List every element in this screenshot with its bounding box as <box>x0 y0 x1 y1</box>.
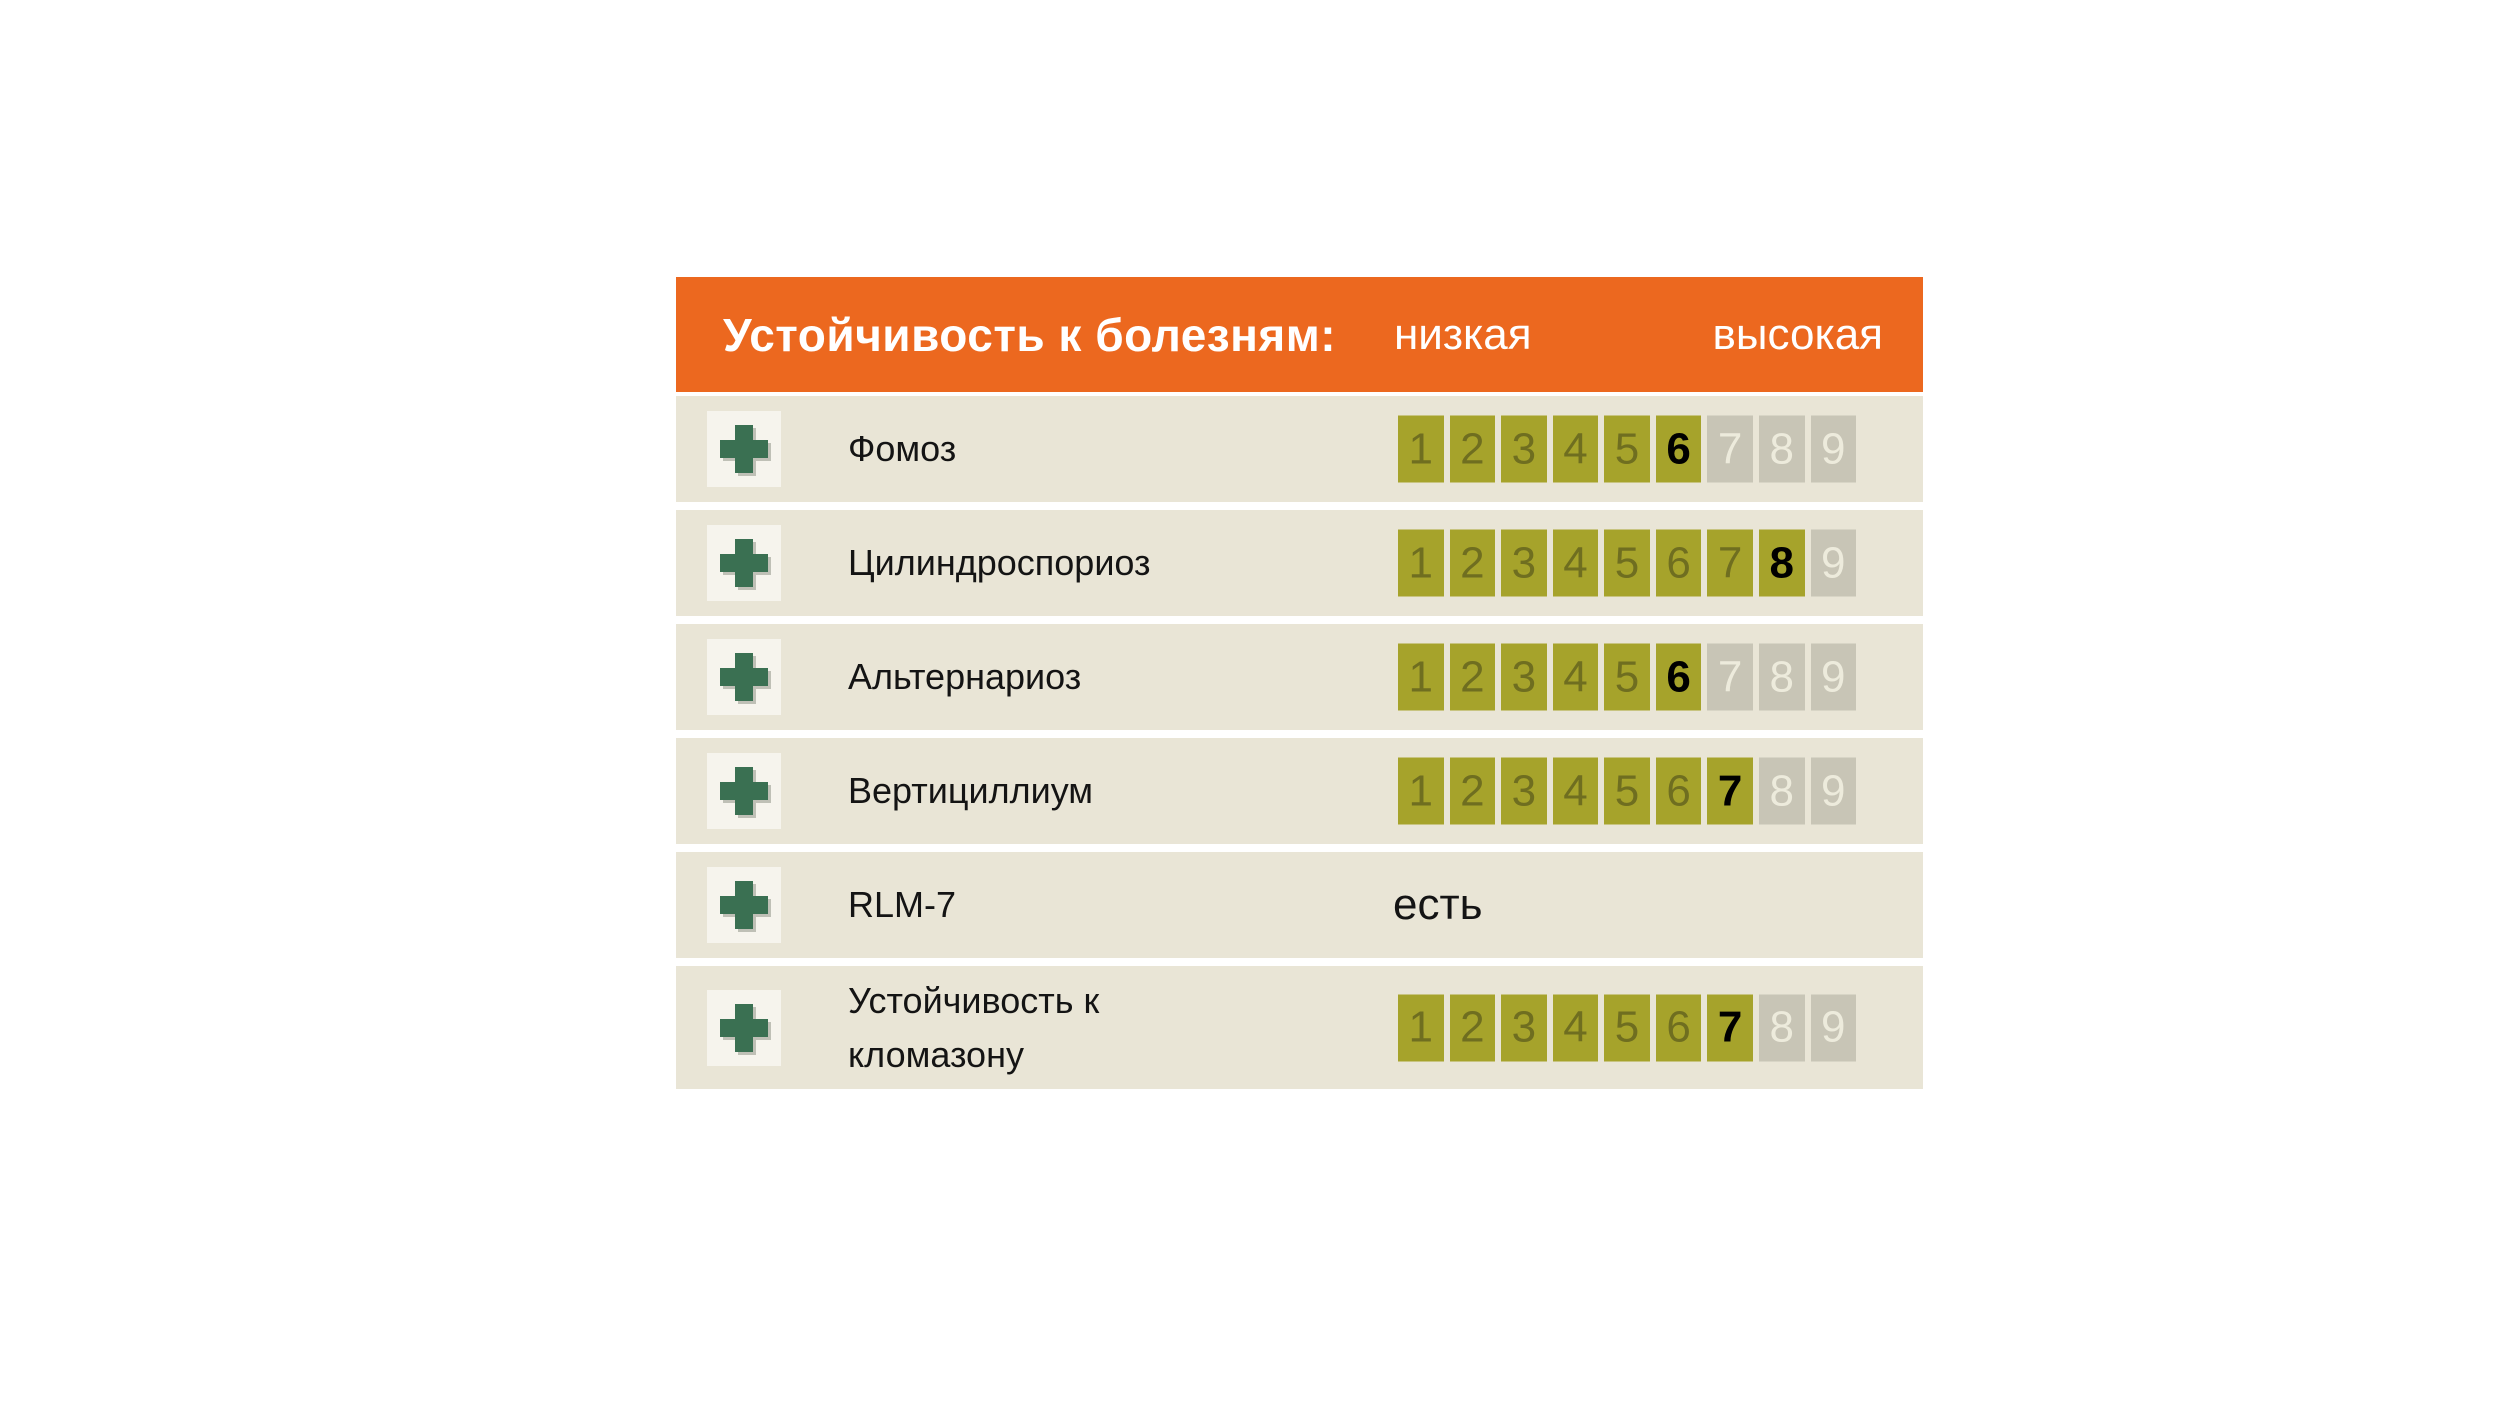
table-row: Вертициллиум 1 2 3 4 5 6 7 8 9 <box>676 738 1923 844</box>
rating-cell: 1 <box>1398 994 1444 1061</box>
rating-cell: 3 <box>1501 529 1547 597</box>
row-label: RLM-7 <box>848 884 957 925</box>
expand-button[interactable] <box>707 525 781 601</box>
plus-icon <box>720 539 768 587</box>
rating-cell: 3 <box>1501 415 1547 483</box>
rating-cell: 7 <box>1707 415 1753 483</box>
plus-icon <box>720 881 768 929</box>
rating-cell: 9 <box>1810 643 1857 711</box>
row-label: Альтернариоз <box>848 656 1082 697</box>
plus-icon <box>720 653 768 701</box>
rating-cell: 4 <box>1552 994 1599 1061</box>
plus-icon <box>720 425 768 473</box>
rating-cell: 2 <box>1449 994 1496 1061</box>
rating-cell: 5 <box>1604 643 1650 711</box>
table-title: Устойчивость к болезням: <box>723 308 1337 361</box>
table-rows: Фомоз 1 2 3 4 5 6 7 8 9 Цилиндроспориоз 1 2 3 4 5 6 7 8 9 Ал… <box>676 396 1923 1089</box>
rating-cell: 6 <box>1655 529 1702 597</box>
rating-cell: 4 <box>1552 757 1599 825</box>
row-label: Цилиндроспориоз <box>848 542 1151 583</box>
disease-resistance-table: Устойчивость к болезням: низкая высокая … <box>676 277 1923 1089</box>
rating-cell: 9 <box>1810 757 1857 825</box>
table-row: Фомоз 1 2 3 4 5 6 7 8 9 <box>676 396 1923 502</box>
rating-cell: 5 <box>1604 415 1650 483</box>
rating-cell: 2 <box>1449 757 1496 825</box>
scale-label-low: низкая <box>1394 309 1532 359</box>
rating-cell-value: 7 <box>1707 757 1753 825</box>
expand-button[interactable] <box>707 867 781 943</box>
rating-cell-value: 8 <box>1758 529 1805 597</box>
rating-cell: 9 <box>1810 415 1857 483</box>
rating-cell: 7 <box>1707 643 1753 711</box>
rating-cell: 5 <box>1604 757 1650 825</box>
rating-cell: 1 <box>1398 415 1444 483</box>
rating-cell: 1 <box>1398 529 1444 597</box>
rating-cell: 1 <box>1398 643 1444 711</box>
expand-button[interactable] <box>707 989 781 1066</box>
rating-cell: 8 <box>1758 757 1805 825</box>
rating-cell: 1 <box>1398 757 1444 825</box>
row-label: Устойчивость к кломазону <box>848 979 1100 1075</box>
rating-cell-value: 7 <box>1707 994 1753 1061</box>
row-label: Фомоз <box>848 428 957 469</box>
rating-cell-value: 6 <box>1655 643 1702 711</box>
table-row: Устойчивость к кломазону 1 2 3 4 5 6 7 8 9 <box>676 966 1923 1089</box>
row-label: Вертициллиум <box>848 770 1094 811</box>
table-row: Цилиндроспориоз 1 2 3 4 5 6 7 8 9 <box>676 510 1923 616</box>
rating-cell: 3 <box>1501 994 1547 1061</box>
rating-text: есть <box>1393 880 1483 929</box>
rating-cell: 7 <box>1707 529 1753 597</box>
plus-icon <box>720 767 768 815</box>
plus-icon <box>720 1003 768 1052</box>
expand-button[interactable] <box>707 639 781 715</box>
rating-cell: 4 <box>1552 643 1599 711</box>
table-header: Устойчивость к болезням: низкая высокая <box>676 277 1923 392</box>
table-row: Альтернариоз 1 2 3 4 5 6 7 8 9 <box>676 624 1923 730</box>
rating-cell: 9 <box>1810 994 1857 1061</box>
rating-cell: 2 <box>1449 415 1496 483</box>
rating-cell: 8 <box>1758 643 1805 711</box>
rating-cell: 6 <box>1655 757 1702 825</box>
expand-button[interactable] <box>707 411 781 487</box>
table-row: RLM-7 есть <box>676 852 1923 958</box>
rating-cell: 5 <box>1604 994 1650 1061</box>
rating-cell: 2 <box>1449 643 1496 711</box>
rating-cell: 5 <box>1604 529 1650 597</box>
rating-cell: 4 <box>1552 529 1599 597</box>
rating-cell: 9 <box>1810 529 1857 597</box>
rating-cell: 3 <box>1501 643 1547 711</box>
scale-label-high: высокая <box>1712 309 1883 359</box>
rating-cell: 3 <box>1501 757 1547 825</box>
expand-button[interactable] <box>707 753 781 829</box>
rating-cell: 8 <box>1758 415 1805 483</box>
rating-cell-value: 6 <box>1655 415 1702 483</box>
rating-cell: 2 <box>1449 529 1496 597</box>
rating-cell: 4 <box>1552 415 1599 483</box>
rating-cell: 8 <box>1758 994 1805 1061</box>
rating-cell: 6 <box>1655 994 1702 1061</box>
